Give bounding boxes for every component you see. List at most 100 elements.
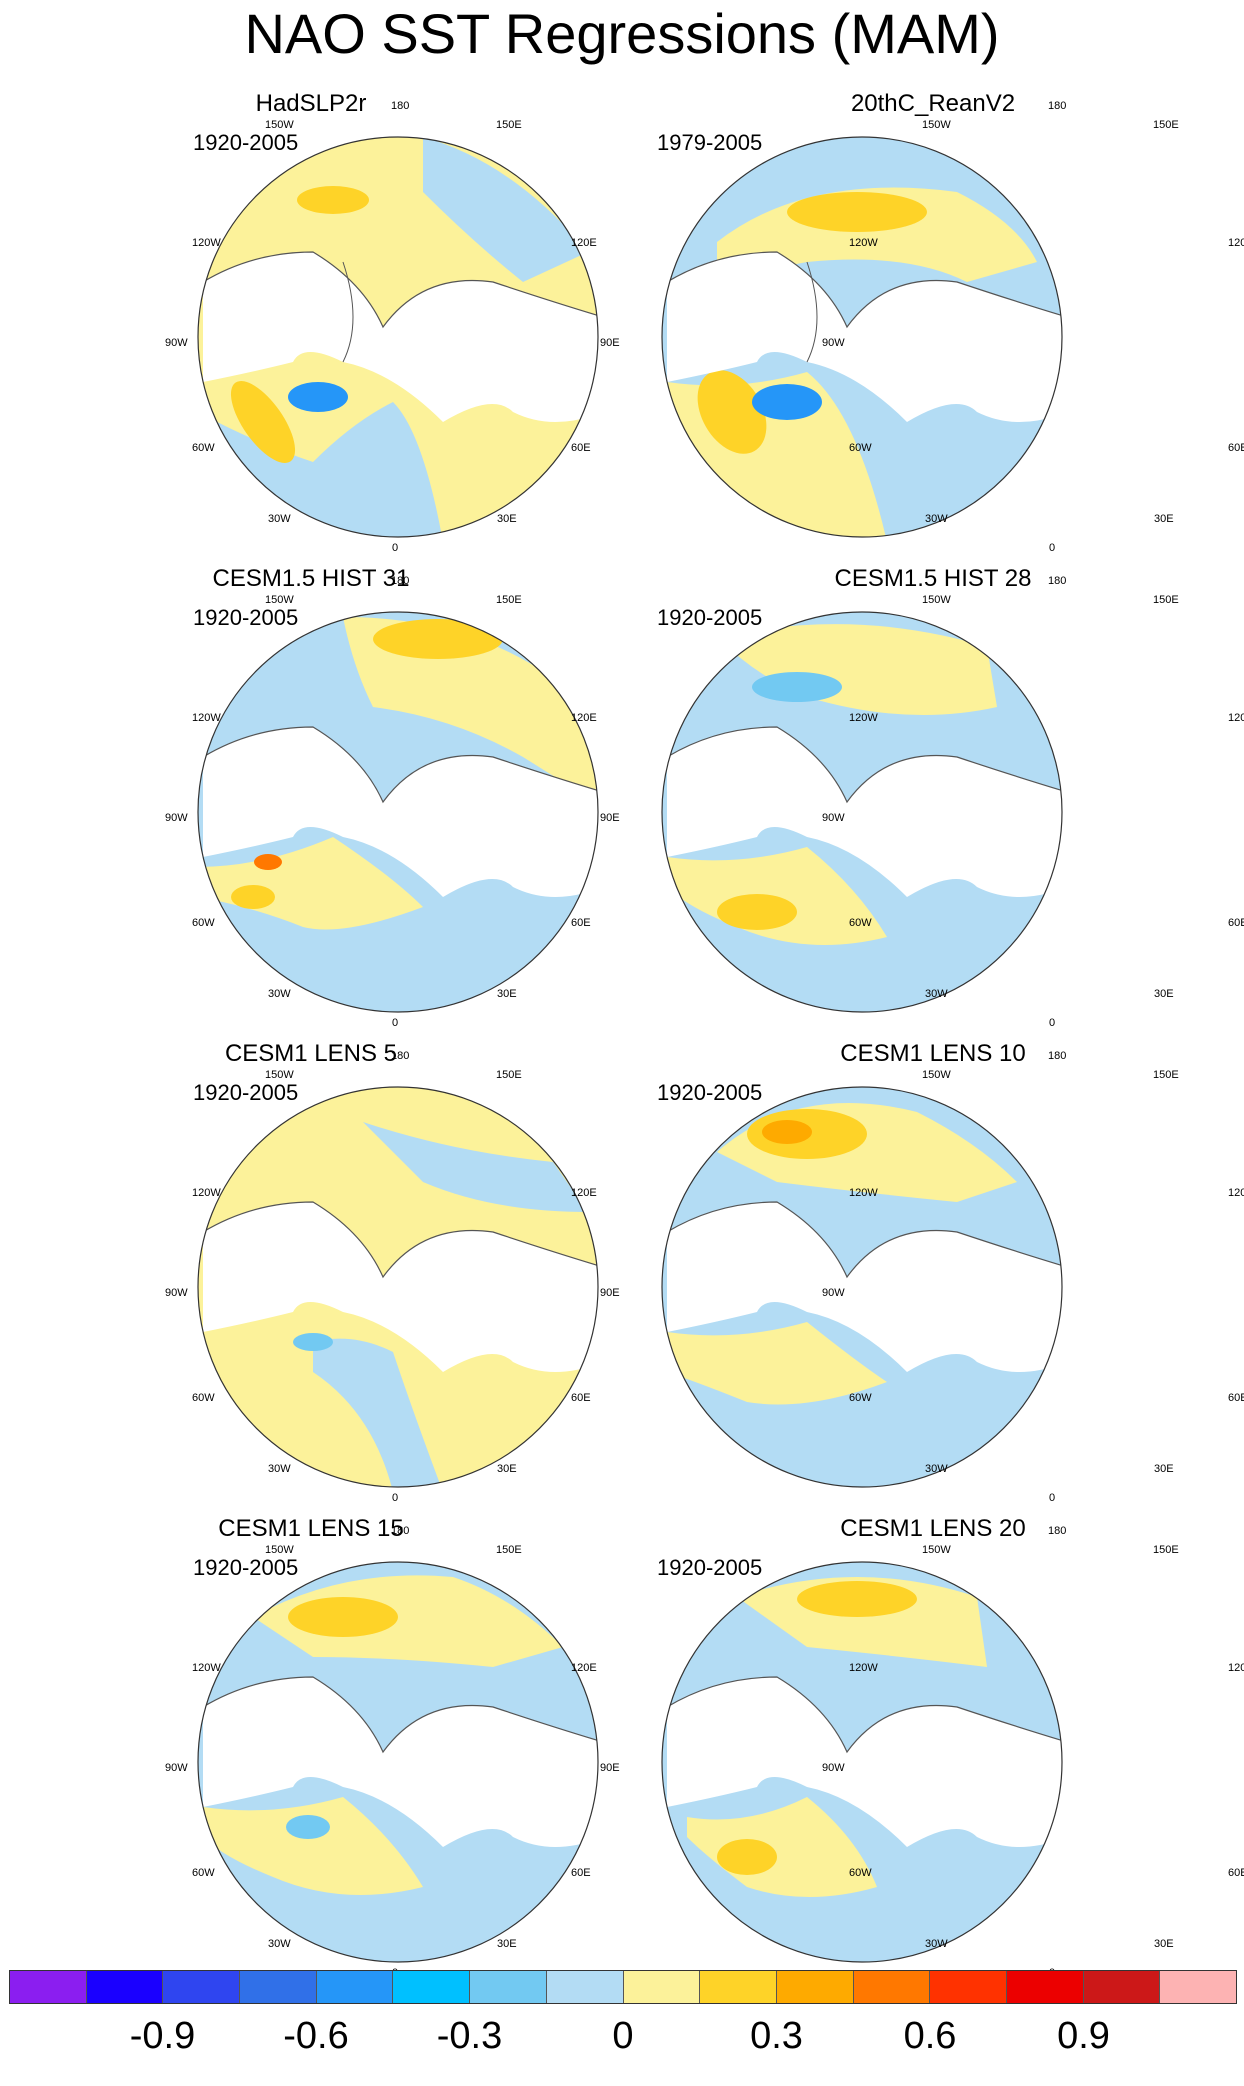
longitude-label: 30E bbox=[497, 513, 517, 525]
longitude-label: 90E bbox=[600, 812, 620, 824]
longitude-label: 30W bbox=[925, 513, 948, 525]
longitude-label: 90W bbox=[822, 1762, 845, 1774]
longitude-label: 120W bbox=[192, 1662, 221, 1674]
map-panel-cesm1-lens5: CESM1 LENS 5 1920-2005 180 150W 150E 120W 12… bbox=[0, 1040, 622, 1510]
panel-title: CESM1 LENS 20 bbox=[840, 1515, 1026, 1542]
colorbar-swatch bbox=[623, 1971, 701, 2003]
map-panel-cesm1-lens10: CESM1 LENS 10 1920-2005 180 150W 150E 120W 1… bbox=[622, 1040, 1244, 1510]
longitude-label: 90W bbox=[822, 812, 845, 824]
longitude-label: 180 bbox=[1048, 575, 1067, 587]
longitude-label: 180 bbox=[1048, 100, 1067, 112]
longitude-label: 150E bbox=[1153, 1544, 1179, 1556]
longitude-label: 120W bbox=[192, 237, 221, 249]
longitude-label: 150E bbox=[496, 594, 522, 606]
longitude-label: 180 bbox=[391, 100, 410, 112]
figure-title: NAO SST Regressions (MAM) bbox=[244, 2, 1000, 65]
longitude-label: 0 bbox=[392, 1492, 399, 1504]
period-label: 1920-2005 bbox=[193, 1080, 299, 1105]
longitude-label: 120E bbox=[1228, 712, 1244, 724]
longitude-label: 150E bbox=[496, 1544, 522, 1556]
colorbar-tick-label: 0.3 bbox=[750, 2015, 803, 2057]
longitude-label: 90W bbox=[822, 1287, 845, 1299]
longitude-label: 120W bbox=[192, 712, 221, 724]
longitude-label: 150W bbox=[265, 119, 294, 131]
panel-title: CESM1 LENS 10 bbox=[840, 1040, 1026, 1067]
colorbar-swatch bbox=[393, 1971, 471, 2003]
polar-map bbox=[661, 611, 1063, 1013]
longitude-label: 90E bbox=[600, 1762, 620, 1774]
polar-map bbox=[661, 1561, 1063, 1963]
longitude-label: 30E bbox=[497, 988, 517, 1000]
longitude-label: 120E bbox=[1228, 1187, 1244, 1199]
longitude-label: 180 bbox=[391, 1525, 410, 1537]
longitude-label: 0 bbox=[1049, 1492, 1056, 1504]
colorbar-swatch bbox=[700, 1971, 777, 2003]
longitude-label: 30E bbox=[1154, 1938, 1174, 1950]
period-label: 1979-2005 bbox=[657, 130, 763, 155]
longitude-label: 150E bbox=[496, 1069, 522, 1081]
longitude-label: 60E bbox=[571, 1392, 591, 1404]
period-label: 1920-2005 bbox=[657, 1555, 763, 1580]
longitude-label: 60E bbox=[571, 917, 591, 929]
longitude-label: 0 bbox=[392, 542, 399, 554]
longitude-label: 120E bbox=[1228, 237, 1244, 249]
longitude-label: 120W bbox=[849, 712, 878, 724]
longitude-label: 150W bbox=[265, 1544, 294, 1556]
longitude-label: 180 bbox=[391, 575, 410, 587]
polar-map bbox=[197, 136, 599, 538]
longitude-label: 30W bbox=[268, 1463, 291, 1475]
panel-title: HadSLP2r bbox=[255, 90, 367, 117]
period-label: 1920-2005 bbox=[193, 130, 299, 155]
longitude-label: 150W bbox=[922, 1069, 951, 1081]
longitude-label: 60W bbox=[849, 442, 872, 454]
longitude-label: 60E bbox=[571, 442, 591, 454]
longitude-label: 60W bbox=[192, 442, 215, 454]
longitude-label: 60E bbox=[1228, 917, 1244, 929]
panel-title: 20thC_ReanV2 bbox=[850, 90, 1016, 117]
longitude-label: 150W bbox=[265, 594, 294, 606]
longitude-label: 150W bbox=[922, 119, 951, 131]
longitude-label: 90E bbox=[600, 1287, 620, 1299]
colorbar-tick-label: -0.6 bbox=[283, 2015, 349, 2057]
longitude-label: 150E bbox=[1153, 1069, 1179, 1081]
longitude-label: 60E bbox=[1228, 442, 1244, 454]
colorbar-swatch bbox=[776, 1971, 854, 2003]
polar-map bbox=[661, 136, 1063, 538]
colorbar-tick-label: 0.6 bbox=[903, 2015, 957, 2057]
longitude-label: 60E bbox=[1228, 1867, 1244, 1879]
longitude-label: 60W bbox=[192, 1392, 215, 1404]
longitude-label: 180 bbox=[1048, 1525, 1067, 1537]
longitude-label: 90E bbox=[600, 337, 620, 349]
map-panel-cesm15-hist31: CESM1.5 HIST 31 1920-2005 180 150W 150E 120… bbox=[0, 565, 622, 1035]
panel-title: CESM1 LENS 15 bbox=[218, 1515, 404, 1542]
longitude-label: 120W bbox=[849, 237, 878, 249]
colorbar-swatch bbox=[853, 1971, 931, 2003]
longitude-label: 30E bbox=[497, 1938, 517, 1950]
longitude-label: 30W bbox=[925, 1938, 948, 1950]
longitude-label: 120E bbox=[571, 712, 597, 724]
panel-title: CESM1 LENS 5 bbox=[224, 1040, 398, 1067]
longitude-label: 180 bbox=[1048, 1050, 1067, 1062]
polar-map bbox=[197, 611, 599, 1013]
colorbar-tick-label: 0 bbox=[612, 2015, 634, 2057]
longitude-label: 60W bbox=[849, 917, 872, 929]
colorbar-swatch bbox=[240, 1971, 317, 2003]
map-panel-cesm15-hist28: CESM1.5 HIST 28 1920-2005 180 150W 150E 120… bbox=[622, 565, 1244, 1035]
longitude-label: 0 bbox=[1049, 542, 1056, 554]
map-panel-cesm1-lens20: CESM1 LENS 20 1920-2005 180 150W 150E 120W 1… bbox=[622, 1515, 1244, 1985]
longitude-label: 30E bbox=[497, 1463, 517, 1475]
colorbar-tick-label: -0.3 bbox=[436, 2015, 503, 2057]
longitude-label: 120W bbox=[192, 1187, 221, 1199]
longitude-label: 60W bbox=[849, 1392, 872, 1404]
longitude-label: 90W bbox=[165, 812, 188, 824]
longitude-label: 120E bbox=[571, 1187, 597, 1199]
longitude-label: 120E bbox=[571, 1662, 597, 1674]
longitude-label: 30E bbox=[1154, 513, 1174, 525]
longitude-label: 30W bbox=[925, 1463, 948, 1475]
longitude-label: 150W bbox=[922, 594, 951, 606]
colorbar-swatch bbox=[1083, 1971, 1161, 2003]
longitude-label: 60W bbox=[192, 917, 215, 929]
longitude-label: 30W bbox=[268, 988, 291, 1000]
longitude-label: 30W bbox=[925, 988, 948, 1000]
polar-map bbox=[661, 1086, 1063, 1488]
